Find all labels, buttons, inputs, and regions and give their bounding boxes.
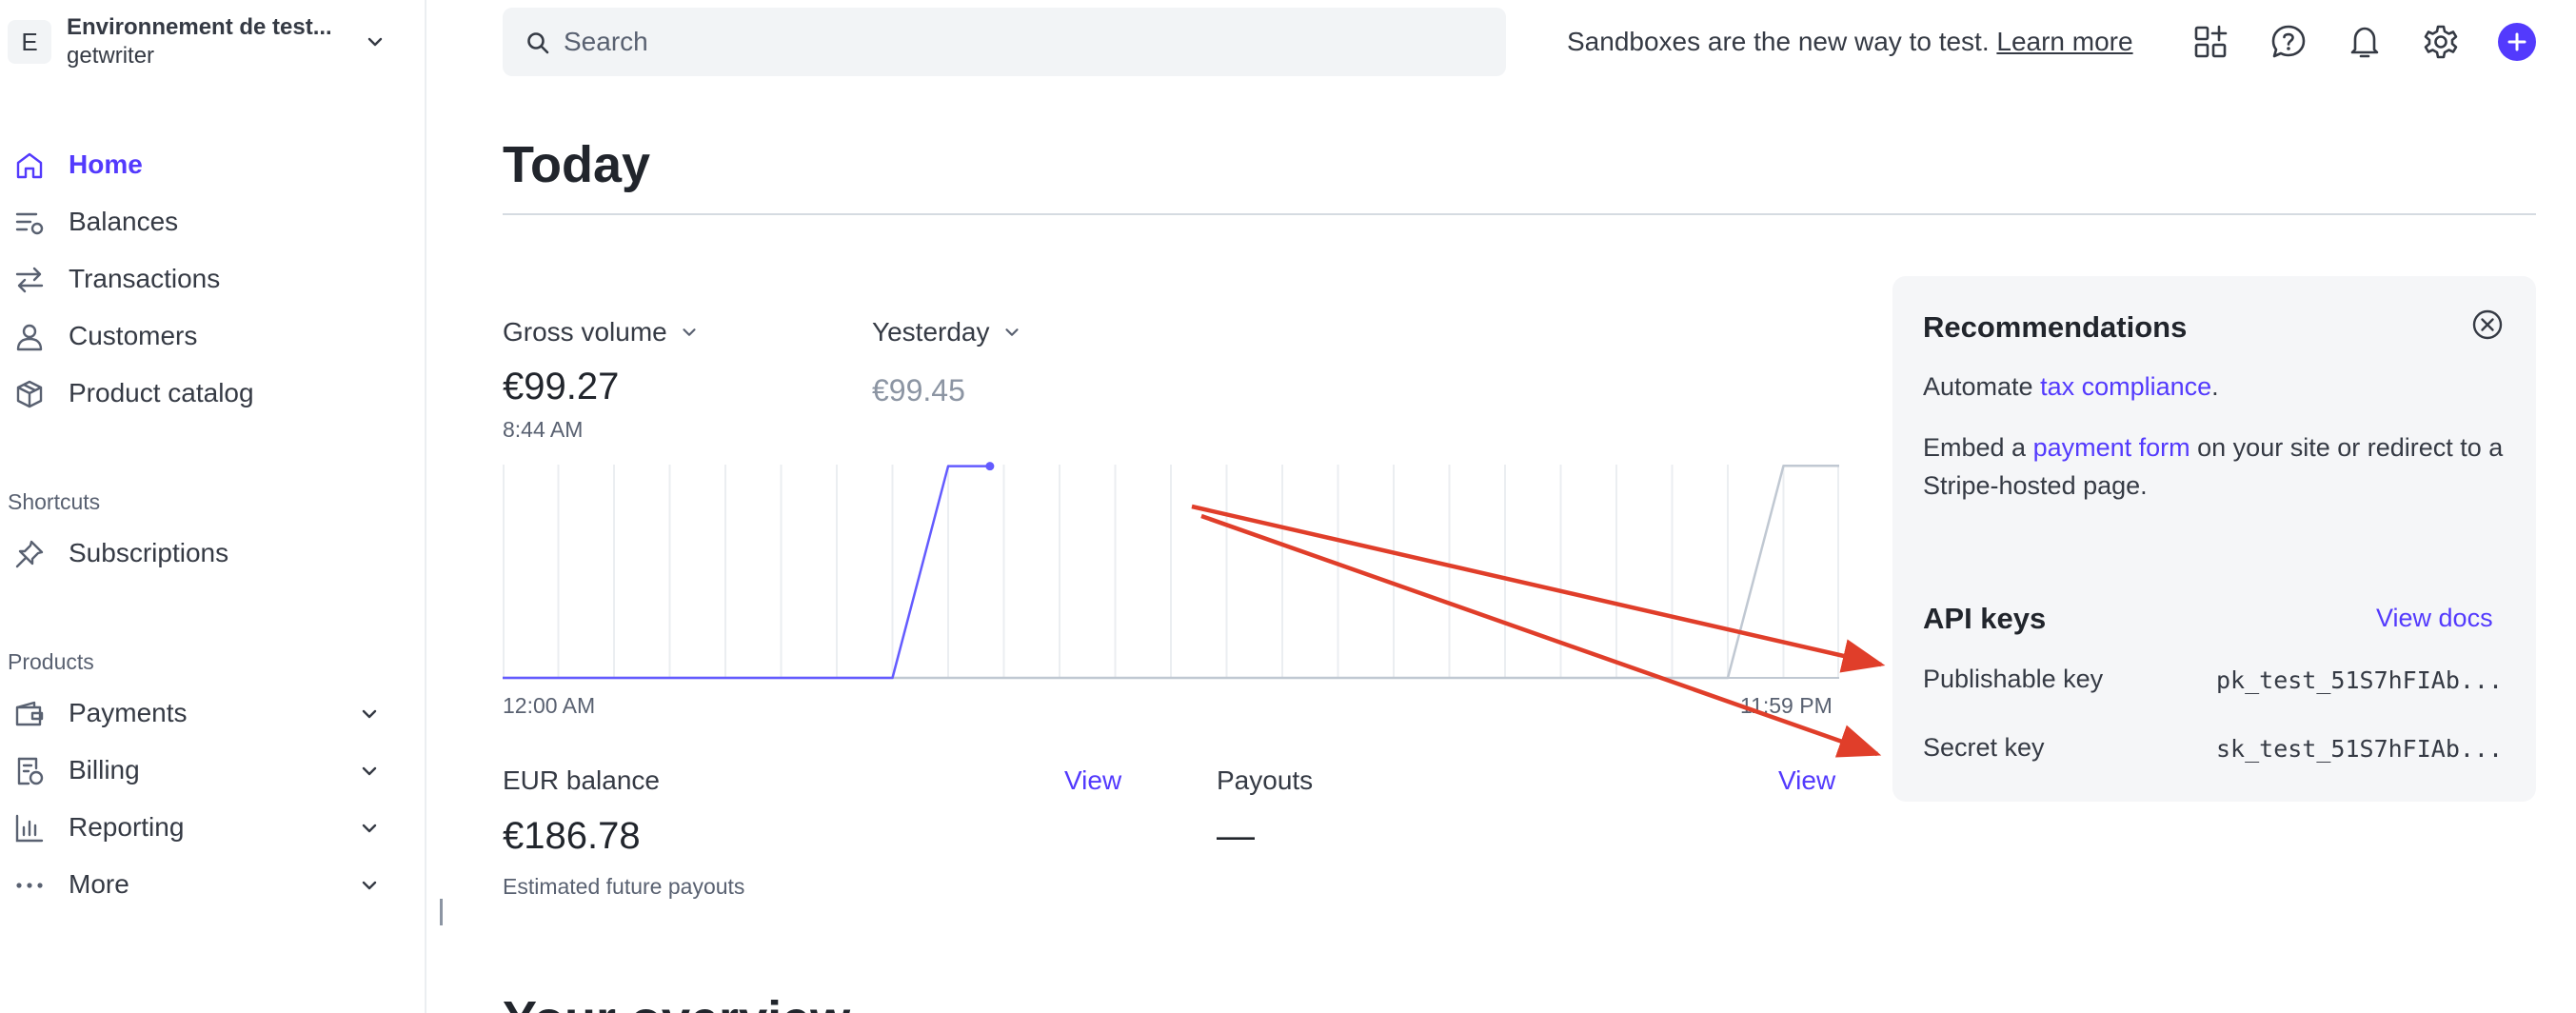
title-divider (503, 213, 2536, 215)
tax-compliance-link[interactable]: tax compliance (2040, 372, 2212, 401)
payouts-view-link[interactable]: View (1778, 765, 1836, 795)
box-icon (16, 380, 43, 408)
recommendation-form-suffix: on your site or redirect to a Stripe-hos… (1923, 433, 2504, 500)
chevron-down-icon (362, 709, 377, 719)
axis-start-label: 12:00 AM (503, 693, 596, 718)
create-new-button[interactable] (2498, 23, 2536, 61)
sidebar-item-label: Billing (69, 755, 140, 785)
learn-more-link[interactable]: Learn more (1996, 27, 2133, 56)
eur-balance-label: EUR balance (503, 765, 660, 795)
view-docs-link[interactable]: View docs (2376, 604, 2493, 632)
gross-volume-value: €99.27 (503, 366, 620, 407)
transactions-icon (15, 267, 44, 293)
user-icon (16, 324, 43, 351)
gear-icon[interactable] (2422, 23, 2460, 61)
home-icon (16, 152, 43, 179)
help-icon[interactable] (2269, 23, 2308, 61)
page-title: Today (503, 136, 651, 193)
chevron-down-icon (362, 824, 377, 833)
account-subtitle: getwriter (67, 43, 155, 69)
publishable-key-value[interactable]: pk_test_51S7hFIAb... (2216, 666, 2504, 694)
chevron-down-icon (367, 37, 383, 47)
chart-series-today (503, 465, 990, 680)
account-text: Environnement de test... getwriter (67, 13, 332, 70)
sidebar-item-label: Product catalog (69, 378, 254, 407)
sidebar-item-customers[interactable]: Customers (0, 312, 400, 360)
sidebar-resize-handle[interactable] (440, 899, 443, 925)
payouts-value: — (1217, 815, 1255, 857)
recommendations-title: Recommendations (1923, 310, 2188, 344)
sidebar-item-payments[interactable]: Payments (0, 689, 400, 737)
apps-icon[interactable] (2191, 23, 2229, 61)
api-keys-title: API keys (1923, 602, 2047, 635)
search-input[interactable] (564, 8, 1477, 76)
chart-current-point (985, 462, 995, 471)
sidebar-item-product-catalog[interactable]: Product catalog (0, 369, 400, 417)
secret-key-label: Secret key (1923, 733, 2045, 762)
eur-balance-view-link[interactable]: View (1064, 765, 1122, 795)
shortcuts-section-title: Shortcuts (8, 489, 101, 514)
sidebar-item-reporting[interactable]: Reporting (0, 804, 400, 851)
products-section-title: Products (8, 649, 94, 674)
chevron-down-icon (362, 881, 377, 890)
compare-period-selector[interactable]: Yesterday (872, 316, 1022, 348)
recommendation-tax: Automate tax compliance. (1923, 367, 2513, 406)
close-icon[interactable] (2471, 308, 2504, 341)
secret-key-value[interactable]: sk_test_51S7hFIAb... (2216, 735, 2504, 763)
axis-end-label: 11:59 PM (1740, 693, 1833, 718)
search-bar[interactable] (503, 8, 1506, 76)
sandbox-notice: Sandboxes are the new way to test. Learn… (1567, 26, 2133, 58)
payment-form-link[interactable]: payment form (2032, 433, 2190, 462)
sidebar-item-transactions[interactable]: Transactions (0, 255, 400, 303)
account-avatar: E (8, 20, 51, 64)
eur-balance-subtitle: Estimated future payouts (503, 874, 745, 899)
chevron-down-icon (362, 766, 377, 776)
wallet-icon (15, 701, 44, 726)
recommendations-panel: Recommendations Automate tax compliance.… (1892, 276, 2536, 802)
compare-value: €99.45 (872, 373, 965, 407)
sidebar-item-label: Payments (69, 698, 188, 727)
payouts-label: Payouts (1217, 765, 1314, 795)
recommendation-tax-suffix: . (2211, 372, 2219, 401)
gross-volume-label: Gross volume (503, 317, 667, 347)
sidebar-item-billing[interactable]: Billing (0, 746, 400, 794)
sidebar-item-balances[interactable]: Balances (0, 198, 400, 246)
sidebar-item-label: Customers (69, 321, 198, 350)
more-icon (16, 883, 43, 888)
gross-volume-time: 8:44 AM (503, 417, 584, 442)
sidebar-item-home[interactable]: Home (0, 141, 400, 189)
overview-heading: Your overview (503, 990, 850, 1013)
sidebar-item-label: Balances (69, 207, 179, 236)
chevron-down-icon (683, 328, 696, 336)
sidebar-item-label: Transactions (69, 264, 221, 293)
search-icon (527, 32, 549, 54)
gross-volume-selector[interactable]: Gross volume (503, 316, 700, 348)
pin-icon (15, 540, 44, 568)
compare-label: Yesterday (872, 317, 990, 347)
account-switcher[interactable]: E Environnement de test... getwriter (8, 10, 407, 74)
sandbox-text: Sandboxes are the new way to test. (1567, 27, 1990, 56)
balances-icon (15, 212, 44, 235)
gross-volume-chart (503, 462, 1839, 680)
bar-chart-icon (15, 814, 44, 843)
billing-icon (17, 757, 44, 785)
chevron-down-icon (1004, 328, 1019, 336)
recommendation-form-prefix: Embed a (1923, 433, 2033, 462)
bell-icon[interactable] (2346, 23, 2384, 61)
sidebar-item-more[interactable]: More (0, 861, 400, 908)
sidebar-item-label: Subscriptions (69, 538, 229, 567)
recommendation-tax-prefix: Automate (1923, 372, 2041, 401)
sidebar-item-label: Home (69, 149, 143, 179)
sidebar: E Environnement de test... getwriter Hom… (0, 0, 426, 1013)
sidebar-item-label: More (69, 869, 129, 899)
eur-balance-value: €186.78 (503, 815, 641, 857)
recommendation-payment-form: Embed a payment form on your site or red… (1923, 428, 2513, 505)
publishable-key-label: Publishable key (1923, 665, 2104, 693)
sidebar-item-subscriptions[interactable]: Subscriptions (0, 529, 400, 577)
sidebar-item-label: Reporting (69, 812, 185, 842)
plus-icon (2507, 32, 2526, 51)
account-name: Environnement de test... (67, 14, 332, 40)
